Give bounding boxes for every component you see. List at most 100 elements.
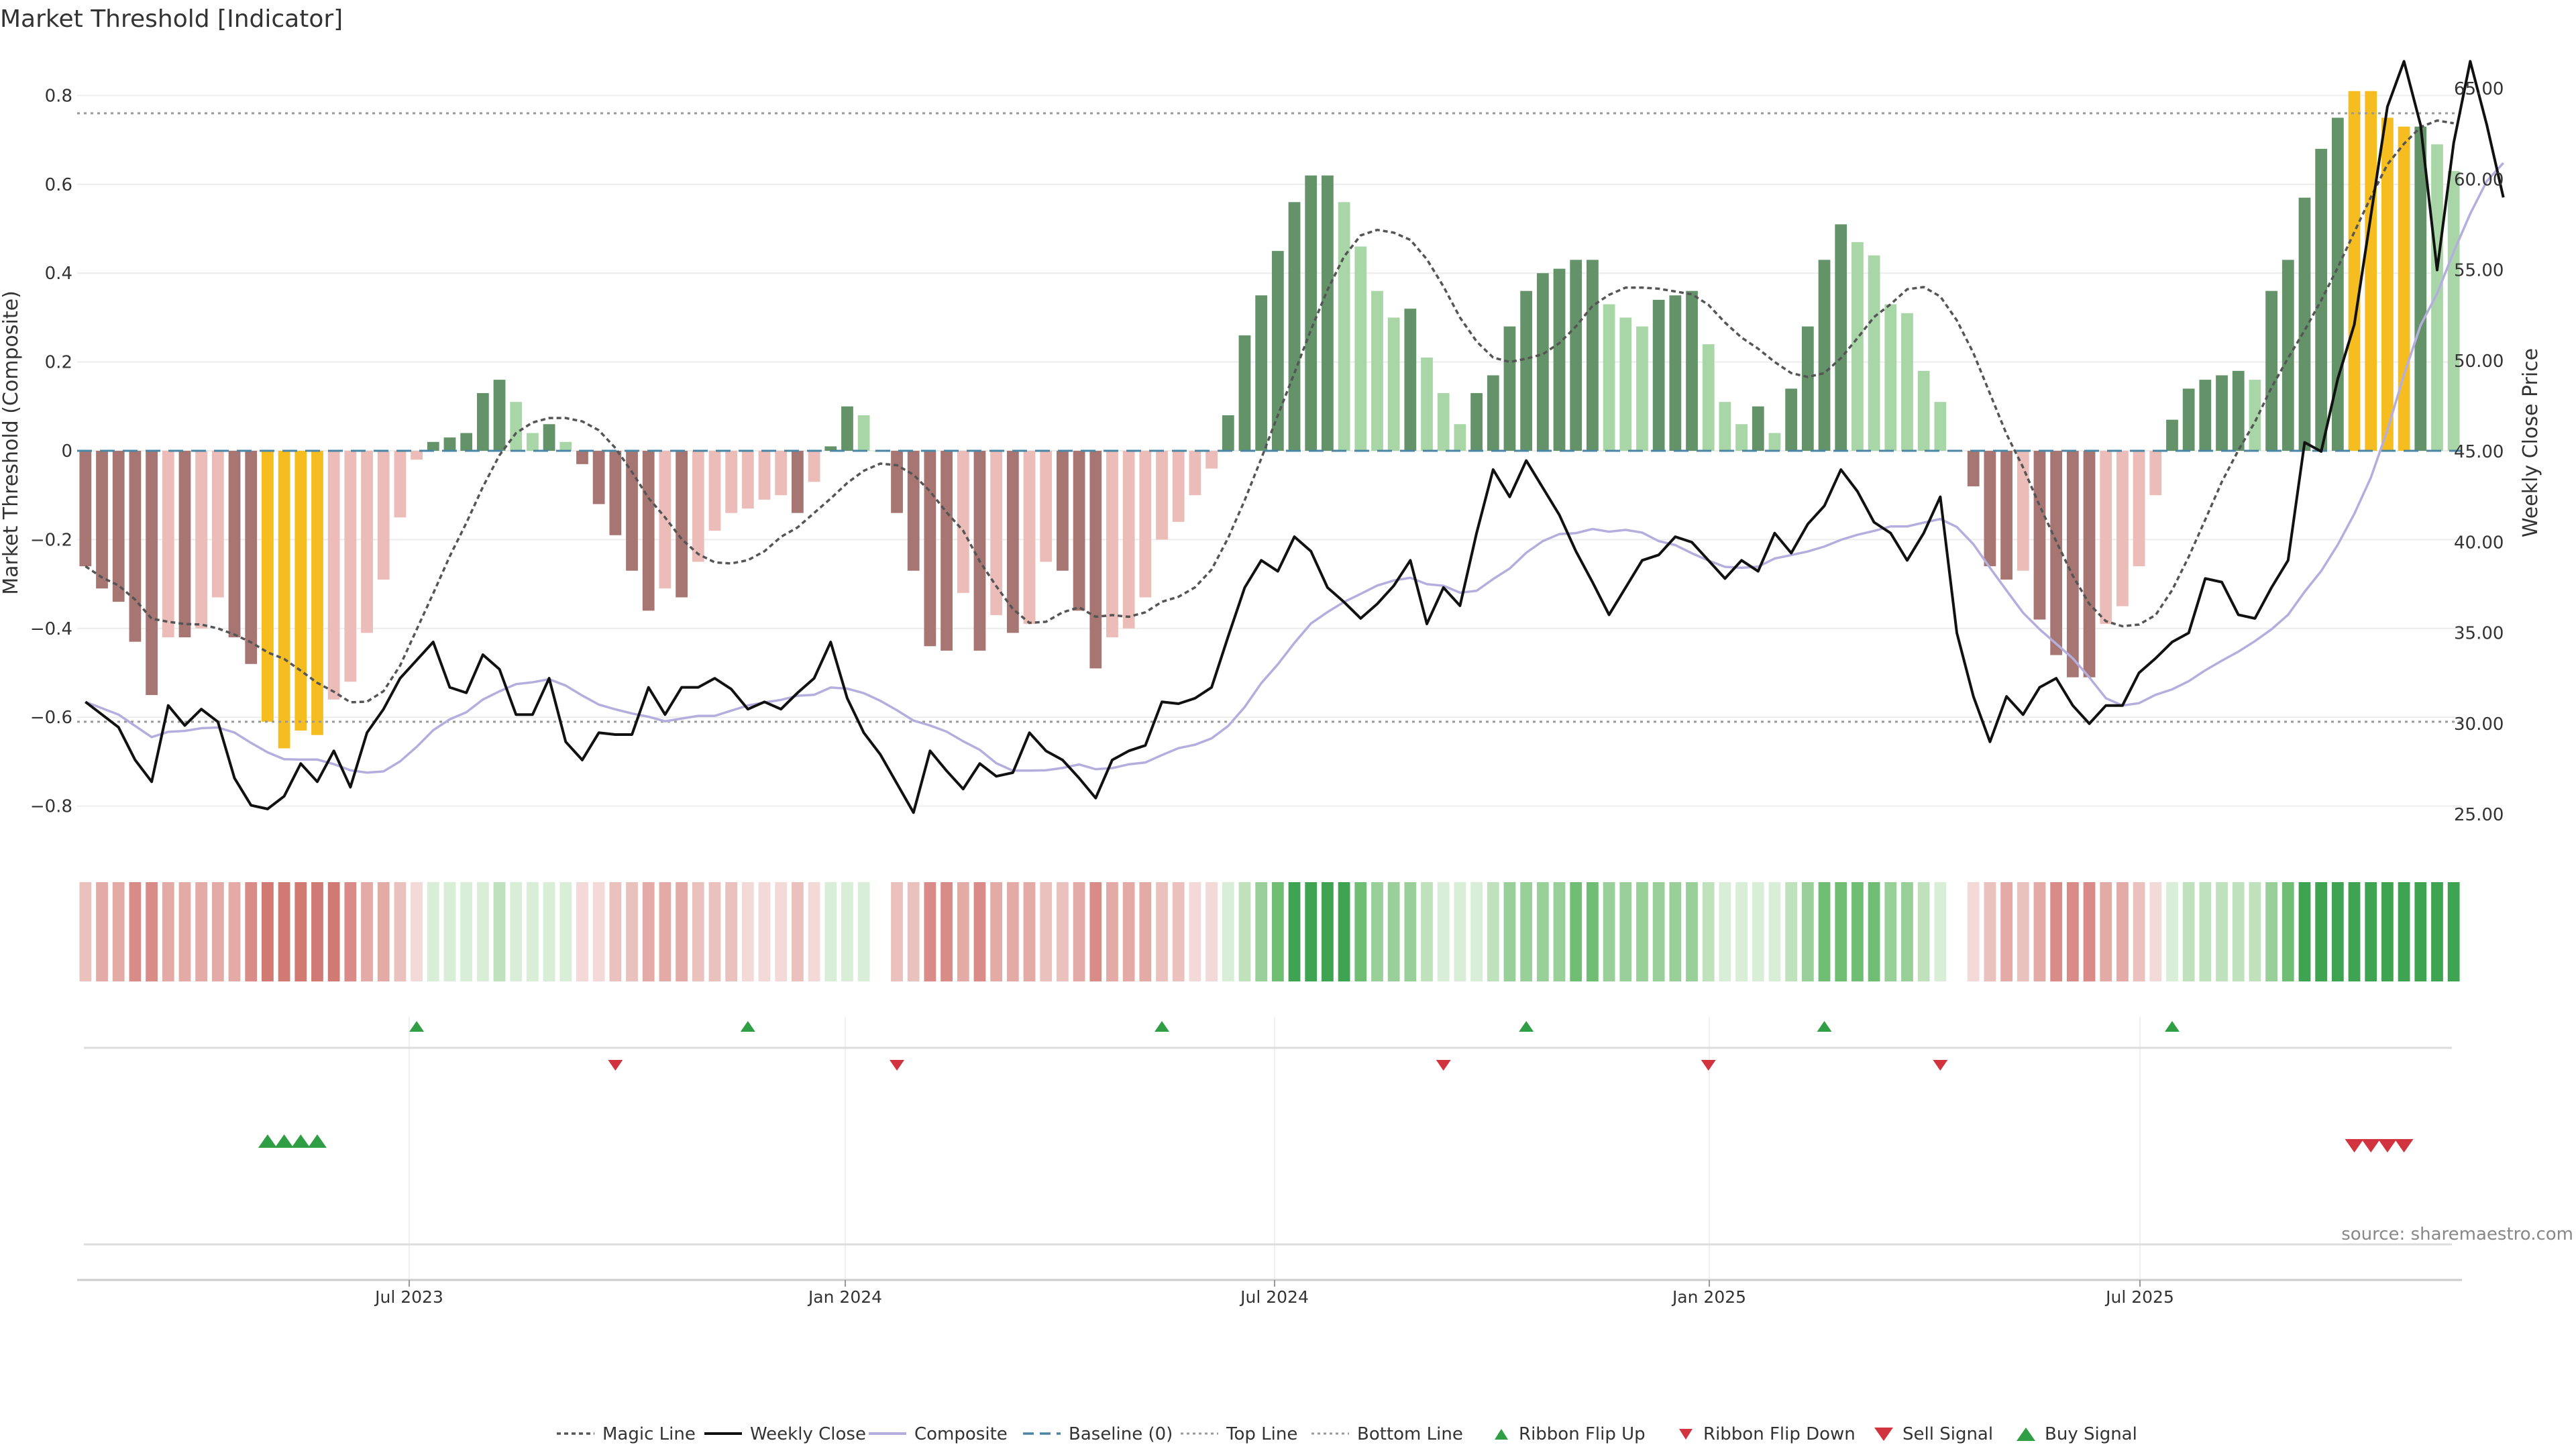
composite-bar [1305,175,1318,451]
ribbon-cell [1619,882,1632,981]
ribbon-cell [394,882,407,981]
composite-bar [1752,406,1764,451]
ribbon-cell [2050,882,2063,981]
ribbon-cell [758,882,771,981]
ribbon-cell [1901,882,1913,981]
composite-bar [96,451,108,589]
ribbon-cell [692,882,704,981]
ribbon-cell [1967,882,1980,981]
legend-label: Bottom Line [1357,1424,1463,1444]
composite-bar [957,451,969,593]
ribbon-cell [1338,882,1350,981]
composite-bar [1553,268,1566,451]
y-tick-label-right: 45.00 [2454,442,2504,462]
ribbon-cell [129,882,142,981]
ribbon-cell [857,882,870,981]
ribbon-flip-up-marker [740,1021,755,1032]
composite-bar [891,451,903,513]
ribbon-cell [1255,882,1268,981]
composite-bar [1354,246,1367,451]
composite-bar [2365,91,2377,451]
ribbon-cell [2331,882,2344,981]
composite-bar [79,451,92,567]
ribbon-cell [1322,882,1334,981]
composite-bar [824,446,837,451]
composite-bar [2166,419,2178,451]
ribbon-cell [1868,882,1880,981]
composite-bar [2381,117,2394,451]
ribbon-cell [2282,882,2294,981]
composite-bar [758,451,771,500]
ribbon-cell [1553,882,1566,981]
ribbon-cell [96,882,108,981]
magic-line [85,119,2454,704]
composite-bar [725,451,738,513]
composite-bar [1006,451,1019,633]
composite-bar [311,451,323,735]
composite-bar [1801,326,1814,451]
ribbon-cell [327,882,340,981]
composite-bar [2066,451,2079,678]
ribbon-cell [1404,882,1417,981]
composite-bar [1106,451,1118,638]
ribbon-cell [2398,882,2410,981]
composite-bar [1454,424,1466,451]
ribbon-cell [924,882,936,981]
y-tick-label-right: 50.00 [2454,352,2504,372]
composite-bar [1040,451,1053,562]
composite-bar [973,451,986,651]
ribbon-cell [2447,882,2460,981]
composite-bar [2431,144,2443,451]
ribbon-cell [112,882,125,981]
composite-bar [1404,309,1417,451]
y-tick-label-right: 60.00 [2454,170,2504,190]
grid-layer [77,95,2462,1281]
ribbon-cell [1851,882,1864,981]
composite-bar [443,437,456,451]
legend-label: Weekly Close [750,1424,866,1444]
ribbon-cell [162,882,174,981]
ribbon-cell [2348,882,2361,981]
ribbon-flip-down-marker [1436,1060,1451,1071]
composite-bar [211,451,224,598]
ribbon-cell [891,882,903,981]
ribbon-cell [990,882,1003,981]
composite-bar [1520,290,1533,451]
composite-bar [460,433,473,451]
ribbon-cell [377,882,390,981]
composite-bar [2133,451,2145,567]
y-tick-label-left: 0.2 [45,353,72,373]
ribbon-flip-down-marker [1933,1060,1948,1071]
ribbon-cell [1702,882,1715,981]
ribbon-cell [1023,882,1036,981]
ribbon-cell [1884,882,1897,981]
ribbon-cell [2315,882,2328,981]
composite-bar [361,451,373,633]
composite-bar [2083,451,2096,678]
y-tick-label-left: −0.8 [30,797,72,817]
y-tick-label-right: 65.00 [2454,79,2504,99]
sell-signal-marker [2345,1139,2364,1152]
composite-bar [1603,304,1615,451]
ribbon-cell [1189,882,1201,981]
ribbon-cell [841,882,853,981]
composite-bar [609,451,622,535]
source-note: source: sharemaestro.com [2341,1224,2573,1244]
ribbon-cell [907,882,920,981]
legend: Magic Line Weekly Close Composite Baseline … [557,1424,2137,1444]
composite-bar [857,415,870,451]
composite-bar [741,451,754,509]
composite-bar [941,451,953,651]
ribbon-cell [2116,882,2129,981]
ribbon-cell [824,882,837,981]
ribbon-cell [2066,882,2079,981]
composite-bar [775,451,788,496]
composite-bar [1636,326,1648,451]
composite-bar [626,451,638,571]
ribbon-cell [443,882,456,981]
ribbon-cell [1785,882,1798,981]
ribbon-cell [2265,882,2277,981]
ribbon-cell [2083,882,2096,981]
composite-bar [924,451,936,647]
ribbon-flip-down-marker [608,1060,623,1071]
